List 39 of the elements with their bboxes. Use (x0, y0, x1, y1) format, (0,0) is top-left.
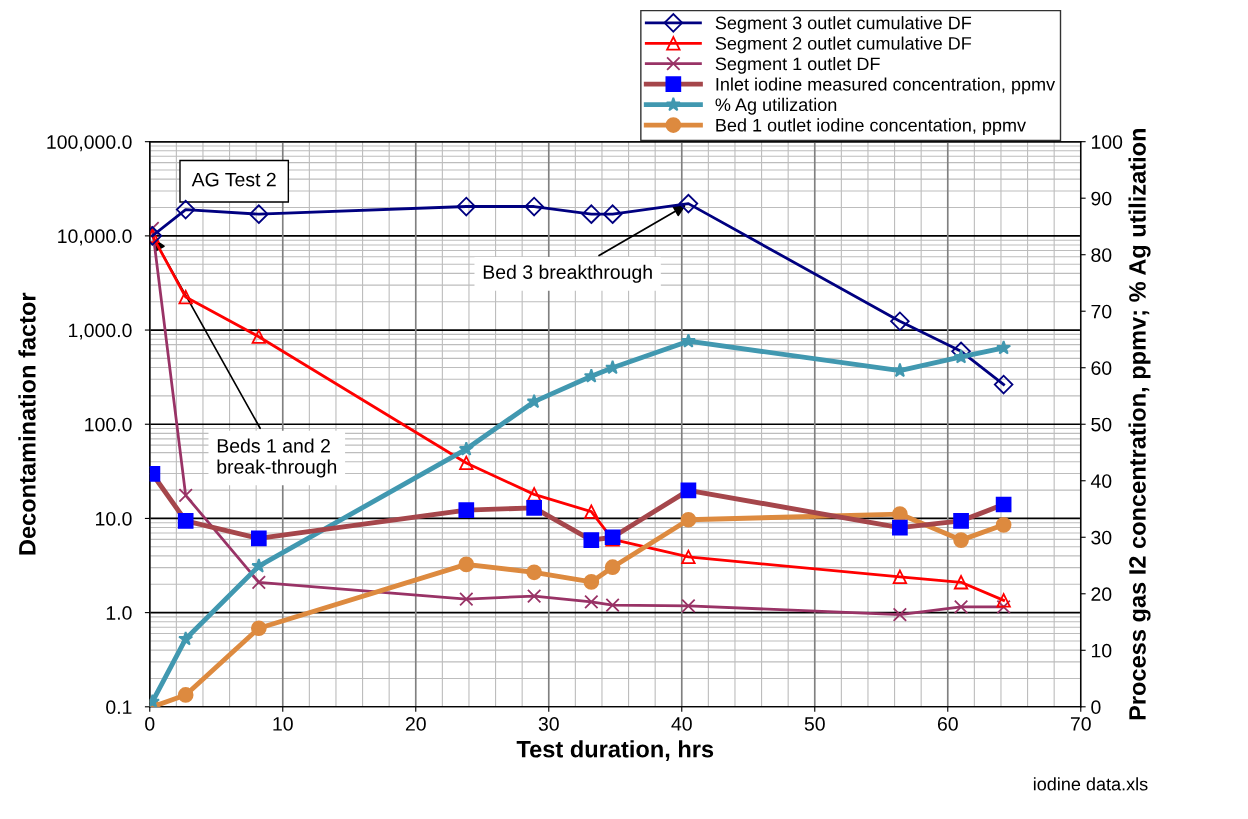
legend-label: Segment 1 outlet DF (715, 56, 880, 74)
annotation: Bed 3 breakthrough (483, 264, 652, 283)
x-tick-label: 0 (145, 717, 155, 731)
x-tick-label: 70 (1070, 717, 1091, 731)
y2-tick-label: 60 (1091, 361, 1112, 375)
x-tick-label: 20 (405, 717, 426, 731)
legend-label: Bed 1 outlet iodine concentation, ppmv (716, 118, 1026, 136)
y-tick-label: 100.0 (85, 417, 132, 432)
y-tick-label: 10.0 (96, 511, 132, 526)
legend-label: % Ag utilization (715, 97, 837, 115)
y2-tick-label: 70 (1091, 304, 1112, 319)
annotation: AG Test 2 (191, 172, 276, 187)
x-tick-label: 10 (273, 717, 293, 731)
annotation: Beds 1 and 2 break-through (217, 438, 337, 478)
legend-label: Segment 3 outlet cumulative DF (715, 16, 972, 33)
y2-axis-title: Process gas I2 concentration, ppmv; % Ag utilization (1128, 128, 1151, 720)
legend-label: Segment 2 outlet cumulative DF (715, 36, 972, 54)
y2-tick-label: 40 (1090, 474, 1112, 488)
y2-tick-label: 100 (1091, 135, 1123, 149)
legend-label: Inlet iodine measured concentration, ppmv (716, 77, 1056, 95)
y-axis-title: Decontamination factor (18, 292, 36, 555)
x-tick-label: 60 (937, 717, 958, 731)
y2-tick-label: 10 (1091, 643, 1112, 658)
y-tick-label: 0.1 (106, 700, 132, 715)
text: iodine data.xls (1033, 777, 1148, 791)
x-axis-title: Test duration, hrs (516, 740, 714, 761)
x-tick-label: 30 (538, 717, 559, 731)
x-tick-label: 50 (804, 717, 825, 731)
y-tick-label: 1,000.0 (69, 323, 132, 340)
x-tick-label: 40 (671, 717, 692, 731)
y2-tick-label: 90 (1091, 191, 1112, 206)
y-tick-label: 10,000.0 (58, 229, 132, 246)
y-tick-label: 1.0 (106, 606, 132, 620)
y2-tick-label: 30 (1091, 530, 1112, 545)
y2-tick-label: 80 (1091, 248, 1112, 262)
y2-tick-label: 20 (1091, 587, 1112, 602)
y2-tick-label: 0 (1091, 700, 1101, 715)
y2-tick-label: 50 (1091, 417, 1112, 432)
y-tick-label: 100,000.0 (47, 135, 132, 152)
